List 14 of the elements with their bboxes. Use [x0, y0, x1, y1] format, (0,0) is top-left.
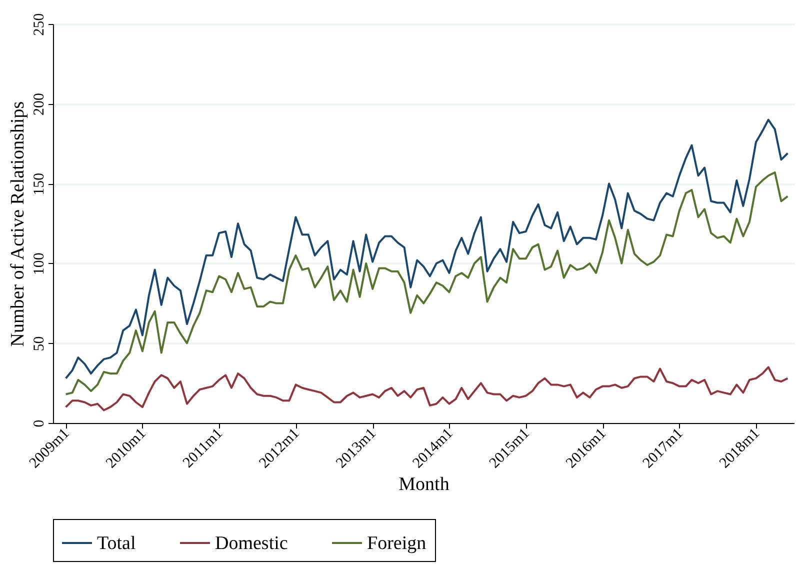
y-tick-label: 200 [32, 93, 48, 116]
y-tick-label: 100 [32, 252, 48, 276]
legend-label: Total [97, 533, 136, 554]
y-tick-label: 50 [32, 336, 48, 352]
line-series [64, 171, 789, 396]
x-axis-title: Month [398, 474, 450, 495]
y-axis-title: Number of Active Relationships [8, 101, 28, 347]
line-series [64, 118, 789, 380]
legend-label: Domestic [215, 533, 288, 554]
y-tick-label: 150 [32, 172, 48, 196]
legend-label: Foreign [367, 533, 427, 554]
line-series [64, 366, 789, 412]
y-tick-label: 0 [32, 420, 48, 428]
y-tick-label: 250 [32, 13, 48, 36]
